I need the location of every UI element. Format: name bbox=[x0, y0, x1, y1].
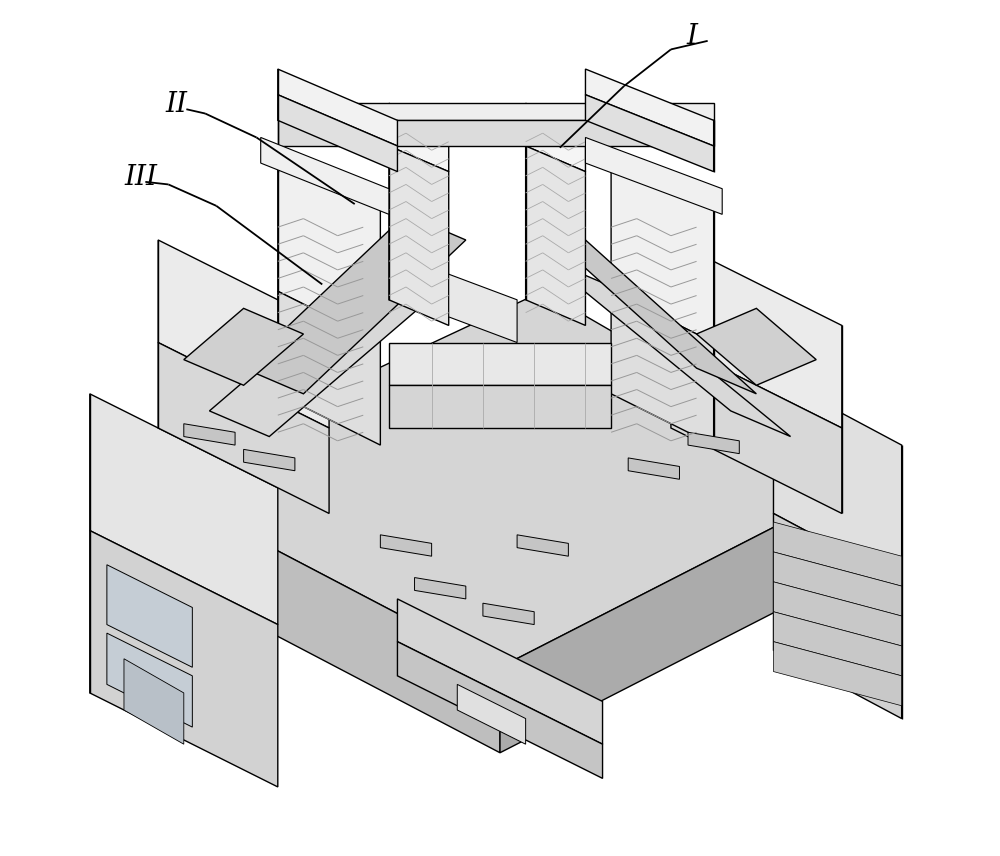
Polygon shape bbox=[278, 291, 380, 445]
Polygon shape bbox=[773, 642, 902, 705]
Polygon shape bbox=[773, 612, 902, 676]
Polygon shape bbox=[585, 95, 714, 171]
Polygon shape bbox=[278, 95, 397, 171]
Polygon shape bbox=[389, 146, 449, 325]
Polygon shape bbox=[397, 642, 603, 778]
Polygon shape bbox=[611, 291, 714, 445]
Text: II: II bbox=[165, 92, 187, 118]
Polygon shape bbox=[278, 121, 714, 146]
Text: III: III bbox=[124, 164, 157, 191]
Polygon shape bbox=[697, 308, 816, 385]
Polygon shape bbox=[526, 104, 585, 171]
Polygon shape bbox=[500, 479, 867, 752]
Polygon shape bbox=[107, 565, 192, 668]
Polygon shape bbox=[107, 633, 192, 727]
Polygon shape bbox=[585, 138, 722, 214]
Polygon shape bbox=[773, 514, 902, 718]
Polygon shape bbox=[415, 578, 466, 599]
Polygon shape bbox=[517, 535, 568, 556]
Polygon shape bbox=[209, 257, 449, 437]
Polygon shape bbox=[449, 274, 517, 342]
Polygon shape bbox=[773, 552, 902, 616]
Polygon shape bbox=[773, 377, 902, 582]
Polygon shape bbox=[457, 685, 526, 744]
Polygon shape bbox=[671, 240, 842, 428]
Polygon shape bbox=[141, 291, 867, 668]
Polygon shape bbox=[611, 155, 714, 342]
Polygon shape bbox=[184, 424, 235, 445]
Polygon shape bbox=[483, 603, 534, 625]
Polygon shape bbox=[526, 214, 756, 394]
Polygon shape bbox=[671, 342, 842, 514]
Polygon shape bbox=[184, 308, 303, 385]
Polygon shape bbox=[628, 458, 679, 479]
Polygon shape bbox=[585, 69, 714, 146]
Polygon shape bbox=[389, 342, 611, 385]
Polygon shape bbox=[773, 582, 902, 646]
Polygon shape bbox=[90, 531, 278, 787]
Polygon shape bbox=[158, 342, 329, 514]
Polygon shape bbox=[389, 104, 449, 171]
Polygon shape bbox=[141, 479, 500, 752]
Polygon shape bbox=[261, 138, 389, 214]
Polygon shape bbox=[90, 394, 278, 625]
Polygon shape bbox=[244, 214, 466, 394]
Polygon shape bbox=[389, 385, 611, 428]
Polygon shape bbox=[380, 535, 432, 556]
Polygon shape bbox=[278, 69, 397, 146]
Polygon shape bbox=[158, 240, 329, 428]
Text: I: I bbox=[686, 23, 697, 51]
Polygon shape bbox=[124, 659, 184, 744]
Polygon shape bbox=[278, 104, 714, 121]
Polygon shape bbox=[526, 146, 585, 325]
Polygon shape bbox=[773, 522, 902, 586]
Polygon shape bbox=[397, 599, 603, 744]
Polygon shape bbox=[543, 257, 791, 437]
Polygon shape bbox=[688, 432, 739, 454]
Polygon shape bbox=[278, 155, 380, 342]
Polygon shape bbox=[244, 449, 295, 471]
